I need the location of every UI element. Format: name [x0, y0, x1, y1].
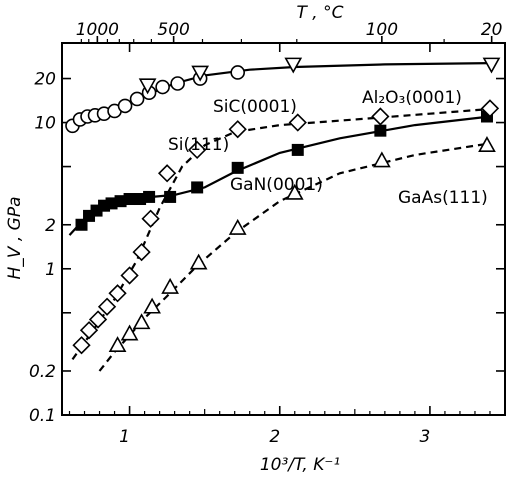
data-point-1 — [284, 57, 303, 74]
data-point-2 — [75, 218, 88, 231]
data-point-3 — [157, 164, 177, 183]
series-label-0: SiC(0001) — [213, 97, 297, 117]
y-tick-label: 1 — [45, 260, 56, 280]
data-point-0 — [170, 76, 185, 91]
y-axis-title: H_V , GPa — [5, 197, 25, 280]
data-point-4 — [189, 253, 208, 270]
data-point-2 — [231, 161, 244, 174]
top-tick-label: 100 — [366, 20, 398, 40]
data-point-1 — [138, 78, 157, 95]
data-point-4 — [143, 297, 161, 314]
series-curve-4 — [98, 142, 491, 372]
data-point-3 — [141, 209, 160, 228]
data-point-3 — [120, 266, 139, 285]
data-point-3 — [88, 310, 108, 329]
data-point-4 — [108, 336, 127, 353]
x-tick-label: 3 — [420, 427, 431, 447]
data-point-3 — [188, 140, 207, 160]
data-point-4 — [373, 151, 391, 168]
data-point-3 — [228, 120, 247, 139]
series-curve-3 — [71, 107, 498, 361]
top-tick-label: 500 — [157, 20, 189, 40]
data-point-3 — [371, 107, 390, 126]
data-point-3 — [288, 113, 307, 132]
top-tick-label: 1000 — [76, 20, 119, 40]
data-point-4 — [120, 324, 139, 341]
x-axis-title: 10³/T, K⁻¹ — [260, 455, 340, 475]
y-tick-label: 10 — [34, 114, 56, 134]
data-point-1 — [191, 65, 210, 82]
data-point-4 — [228, 218, 247, 235]
series-label-3: GaN(0001) — [230, 175, 323, 195]
data-point-2 — [143, 190, 156, 203]
data-point-4 — [478, 136, 496, 153]
data-point-0 — [129, 91, 145, 107]
top-tick-label: 20 — [481, 20, 503, 40]
data-point-0 — [230, 65, 245, 80]
top-axis-title: T , °C — [297, 3, 344, 23]
data-point-4 — [161, 277, 179, 294]
data-point-3 — [132, 242, 151, 262]
series-label-2: Si(111) — [168, 135, 229, 155]
data-point-1 — [482, 57, 501, 74]
data-point-0 — [155, 79, 170, 95]
series-label-4: GaAs(111) — [398, 188, 488, 208]
y-tick-label: 0.1 — [29, 406, 56, 426]
series-label-1: Al₂O₃(0001) — [362, 88, 462, 108]
plot-frame — [61, 42, 506, 416]
y-tick-label: 20 — [34, 70, 56, 90]
data-point-2 — [291, 143, 304, 156]
data-point-4 — [132, 313, 151, 330]
data-point-0 — [117, 98, 133, 114]
data-point-3 — [72, 336, 91, 355]
data-point-3 — [97, 297, 117, 316]
x-tick-label: 1 — [119, 427, 130, 447]
data-point-2 — [191, 181, 204, 194]
data-point-3 — [108, 284, 127, 303]
data-point-2 — [123, 193, 136, 206]
data-point-4 — [285, 183, 304, 200]
data-point-2 — [374, 124, 387, 137]
data-point-2 — [164, 190, 177, 203]
data-point-3 — [79, 321, 99, 340]
data-point-3 — [480, 99, 500, 118]
y-tick-label: 0.2 — [29, 362, 56, 382]
x-tick-label: 2 — [269, 427, 280, 447]
y-tick-label: 2 — [45, 216, 56, 236]
